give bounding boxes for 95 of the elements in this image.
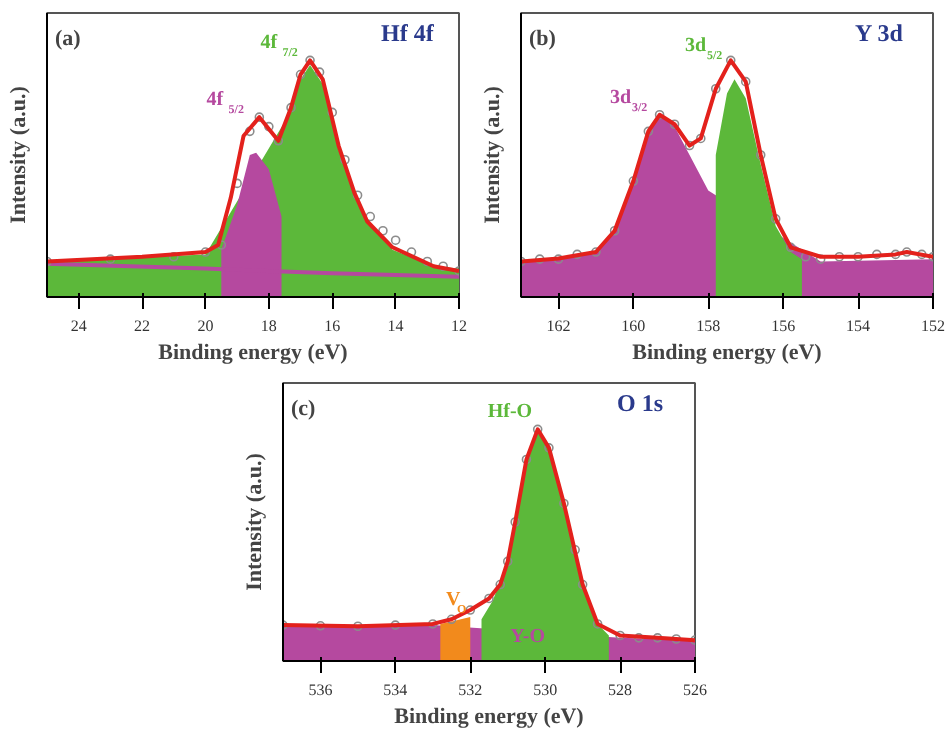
point	[669, 119, 680, 130]
x-tick-label: 24	[70, 317, 87, 335]
point	[916, 249, 927, 260]
text: (a)	[55, 27, 82, 51]
point	[643, 126, 654, 137]
x-tick-label: 16	[324, 317, 341, 335]
point	[815, 254, 826, 264]
point	[755, 150, 766, 160]
point	[559, 498, 569, 509]
x-axis-title: Binding energy (eV)	[632, 341, 823, 365]
point	[534, 254, 545, 264]
point	[305, 55, 315, 66]
x-tick-label: 14	[387, 317, 404, 335]
x-axis-title: Binding energy (eV)	[158, 341, 349, 365]
point	[577, 579, 588, 590]
point	[521, 454, 532, 465]
text: (c)	[291, 397, 317, 421]
point	[390, 235, 401, 245]
point	[890, 249, 901, 260]
x-tick-label: 160	[621, 317, 646, 335]
point	[572, 249, 582, 260]
point	[353, 621, 363, 632]
point	[544, 443, 554, 453]
y-axis-title: Intensity (a.u.)	[243, 452, 267, 591]
x-tick-label: 152	[921, 317, 945, 335]
point	[770, 214, 781, 224]
point	[634, 633, 644, 643]
point	[465, 605, 476, 615]
point	[438, 261, 448, 272]
chart-title: Hf 4f	[381, 19, 436, 47]
point	[484, 593, 494, 604]
point	[853, 251, 863, 262]
point	[740, 76, 751, 87]
x-tick-label: 534	[383, 681, 408, 699]
point	[615, 630, 625, 641]
point	[422, 256, 433, 267]
point	[901, 247, 912, 257]
point	[327, 107, 338, 118]
point	[105, 254, 116, 264]
point	[834, 251, 845, 262]
annotation: Hf-O	[487, 401, 533, 424]
x-tick-label: 528	[608, 681, 633, 699]
x-tick-label: 154	[846, 317, 871, 335]
point	[495, 579, 506, 590]
point	[245, 126, 255, 137]
y-axis-title: Intensity (a.u.)	[481, 85, 505, 224]
point	[378, 225, 388, 236]
x-tick-label: 530	[533, 681, 558, 699]
point	[652, 633, 663, 643]
point	[609, 225, 620, 236]
point	[352, 190, 363, 201]
x-tick-label: 18	[260, 317, 277, 335]
point	[314, 67, 325, 77]
x-tick-label: 526	[683, 681, 707, 699]
point	[684, 140, 695, 151]
point	[553, 254, 564, 264]
point	[254, 112, 265, 122]
x-tick-label: 20	[197, 317, 214, 335]
point	[446, 614, 457, 625]
point	[264, 121, 274, 132]
point	[200, 247, 211, 257]
x-tick-label: 156	[771, 317, 796, 335]
x-tick-label: 532	[458, 681, 483, 699]
x-axis-title: Binding energy (eV)	[394, 705, 585, 729]
chart-title: O 1s	[617, 389, 664, 417]
point	[725, 55, 736, 66]
x-tick-label: 22	[134, 317, 151, 335]
point	[340, 154, 350, 165]
point	[273, 136, 284, 146]
point	[591, 247, 601, 257]
point	[785, 242, 796, 253]
point	[592, 619, 603, 629]
point	[502, 556, 513, 567]
point	[286, 102, 296, 113]
point	[428, 619, 438, 629]
point	[654, 109, 665, 120]
x-tick-label: 158	[696, 317, 721, 335]
x-tick-label: 536	[308, 681, 333, 699]
point	[671, 634, 682, 644]
point	[365, 211, 376, 222]
point	[510, 517, 521, 527]
x-tick-label: 12	[451, 317, 467, 335]
y-axis-title: Intensity (a.u.)	[7, 85, 31, 224]
point	[570, 545, 580, 555]
x-tick-label: 162	[546, 317, 571, 335]
chart-title: Y 3d	[855, 19, 904, 47]
point	[315, 620, 326, 631]
text: (b)	[529, 27, 557, 51]
point	[628, 176, 639, 186]
point	[710, 83, 721, 94]
point	[295, 69, 306, 80]
annotation: Y-O	[510, 625, 546, 648]
point	[695, 133, 706, 144]
point	[390, 620, 401, 630]
point	[872, 249, 882, 260]
